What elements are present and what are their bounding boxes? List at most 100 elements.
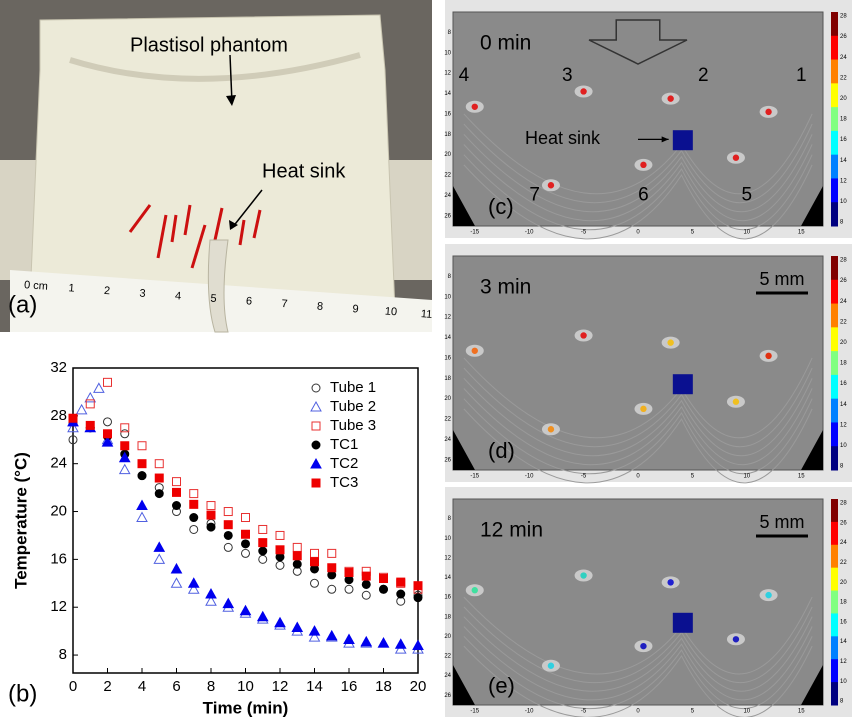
target (547, 426, 555, 433)
y-tick-label: 18 (444, 376, 451, 382)
y-tick-label: 10 (444, 50, 451, 56)
colorbar-label: 28 (840, 258, 847, 264)
target (640, 642, 647, 650)
point (377, 637, 390, 648)
point (223, 520, 233, 530)
tube-label: 1 (796, 65, 807, 86)
ruler-label: 5 (210, 293, 217, 305)
colorbar-label: 28 (840, 14, 847, 20)
point (172, 501, 181, 511)
wave-pattern (463, 144, 813, 222)
point (308, 631, 321, 642)
colorbar-segment (831, 446, 838, 471)
point (258, 524, 268, 534)
panel-label: (a) (8, 291, 37, 318)
point (118, 463, 131, 475)
point (84, 391, 97, 403)
target (580, 572, 587, 579)
colorbar-label: 10 (840, 443, 847, 449)
colorbar-label: 8 (840, 464, 844, 470)
legend-marker (311, 440, 321, 450)
wave-pattern (463, 635, 813, 709)
colorbar-segment (831, 107, 838, 132)
wave-pattern (463, 164, 813, 240)
target (765, 108, 772, 116)
legend-label: TC3 (330, 474, 358, 491)
point (118, 451, 131, 463)
point (85, 399, 95, 409)
legend-marker (311, 383, 321, 393)
scale-label: 5 mm (760, 269, 805, 289)
y-tick-label: 12 (444, 315, 451, 321)
probe-arrow (588, 19, 688, 65)
point (292, 542, 302, 552)
shadow (453, 430, 475, 470)
y-tick-label: 8 (448, 30, 452, 36)
point (136, 499, 148, 511)
tube-label: 3 (562, 65, 573, 86)
x-tick-label: 12 (272, 678, 289, 695)
photo-panel: Plastisol phantom Heat sink (a) 0 cm 1 2 3 4… (0, 0, 433, 333)
y-tick-label: 12 (444, 71, 451, 77)
x-tick-label: -10 (525, 230, 534, 236)
point (120, 423, 130, 433)
legend-label: Tube 1 (330, 379, 376, 396)
point (223, 542, 233, 552)
photo-title: Plastisol phantom (130, 34, 288, 56)
x-tick-label: 4 (138, 678, 146, 695)
colorbar-segment (831, 521, 838, 546)
colorbar-segment (831, 499, 838, 523)
colorbar-label: 12 (840, 422, 847, 428)
colorbar-label: 14 (840, 402, 847, 408)
y-tick-label: 28 (50, 407, 67, 424)
colorbar-segment (831, 613, 838, 637)
x-tick-label: 0 (636, 230, 640, 236)
point (67, 421, 79, 433)
x-tick-label: 15 (798, 709, 805, 715)
colorbar-segment (831, 327, 838, 352)
y-tick-label: 16 (444, 595, 451, 601)
point (189, 524, 199, 534)
x-tick-label: -5 (581, 230, 587, 236)
point (310, 548, 319, 558)
shadow (801, 186, 823, 226)
point (170, 577, 183, 588)
x-tick-label: -5 (581, 474, 587, 480)
tube-label: 4 (459, 65, 470, 86)
wave-pattern (463, 133, 813, 213)
point (120, 441, 130, 451)
point (154, 489, 164, 499)
colorbar-label: 22 (840, 560, 847, 566)
ruler-label: 0 cm (24, 279, 49, 293)
target (547, 182, 555, 189)
point (396, 577, 406, 587)
colorbar-label: 24 (840, 299, 847, 305)
point (394, 638, 407, 649)
target (640, 161, 647, 169)
ruler-label: 8 (317, 301, 324, 313)
point (413, 593, 423, 603)
ultrasound-image (452, 11, 824, 227)
point (172, 487, 181, 497)
point (344, 568, 354, 578)
point (292, 559, 302, 569)
tube-label: 2 (698, 65, 709, 86)
x-tick-label: 10 (743, 230, 750, 236)
x-tick-label: 0 (69, 678, 77, 695)
point (103, 429, 112, 439)
wave-pattern (463, 408, 813, 484)
point (68, 435, 78, 445)
y-tick-label: 12 (444, 555, 451, 561)
colorbar-segment (831, 636, 838, 660)
point (379, 584, 388, 594)
legend-marker (310, 400, 322, 412)
heat-sink-label: Heat sink (525, 128, 601, 148)
x-tick-label: -15 (470, 474, 479, 480)
point (310, 557, 319, 567)
y-tick-label: 8 (448, 274, 452, 280)
point (396, 589, 406, 599)
ruler-label: 6 (246, 295, 253, 307)
x-tick-label: 8 (207, 678, 215, 695)
colorbar-label: 28 (840, 501, 847, 507)
